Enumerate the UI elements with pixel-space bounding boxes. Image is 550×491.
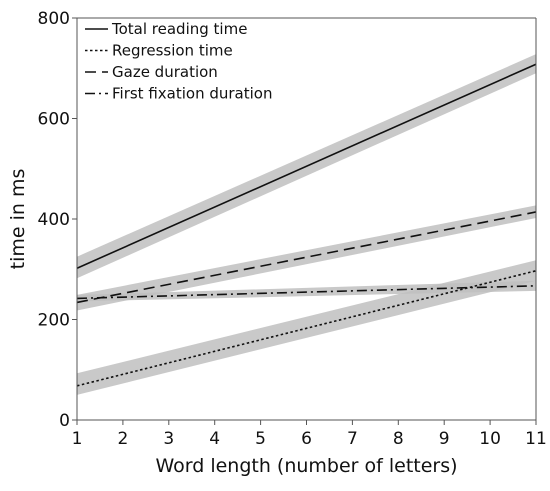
x-tick-label: 5	[255, 429, 266, 449]
x-ticks: 1 2 3 4 5 6 7 8 9 10 11	[72, 420, 547, 449]
y-tick-label: 800	[38, 9, 70, 29]
confidence-bands	[77, 54, 536, 395]
y-tick-label: 0	[59, 411, 70, 431]
legend-label-4: First fixation duration	[112, 85, 272, 103]
series-lines	[76, 63, 537, 387]
y-tick-label: 400	[38, 210, 70, 230]
series-line-1	[76, 63, 537, 269]
legend-label-2: Regression time	[112, 42, 233, 60]
x-tick-label: 3	[163, 429, 174, 449]
x-axis-title: Word length (number of letters)	[155, 455, 457, 477]
y-axis-title: time in ms	[7, 169, 29, 270]
series-line-3	[76, 211, 537, 304]
confidence-band-3	[77, 205, 536, 311]
x-tick-label: 2	[117, 429, 128, 449]
x-tick-label: 1	[72, 429, 83, 449]
y-ticks: 0 200 400 600 800	[38, 9, 77, 431]
x-tick-label: 7	[347, 429, 358, 449]
series-line-4	[76, 285, 537, 300]
x-tick-label: 10	[479, 429, 501, 449]
series-line-2	[76, 269, 537, 387]
x-tick-label: 4	[209, 429, 220, 449]
x-tick-label: 6	[301, 429, 312, 449]
legend-label-3: Gaze duration	[112, 63, 218, 81]
x-tick-label: 11	[525, 429, 547, 449]
x-tick-label: 9	[439, 429, 450, 449]
y-tick-label: 600	[38, 110, 70, 130]
x-tick-label: 8	[393, 429, 404, 449]
legend: Total reading time Regression time Gaze du…	[85, 20, 272, 103]
y-tick-label: 200	[38, 311, 70, 331]
legend-label-1: Total reading time	[111, 20, 247, 38]
confidence-band-4	[77, 280, 536, 302]
